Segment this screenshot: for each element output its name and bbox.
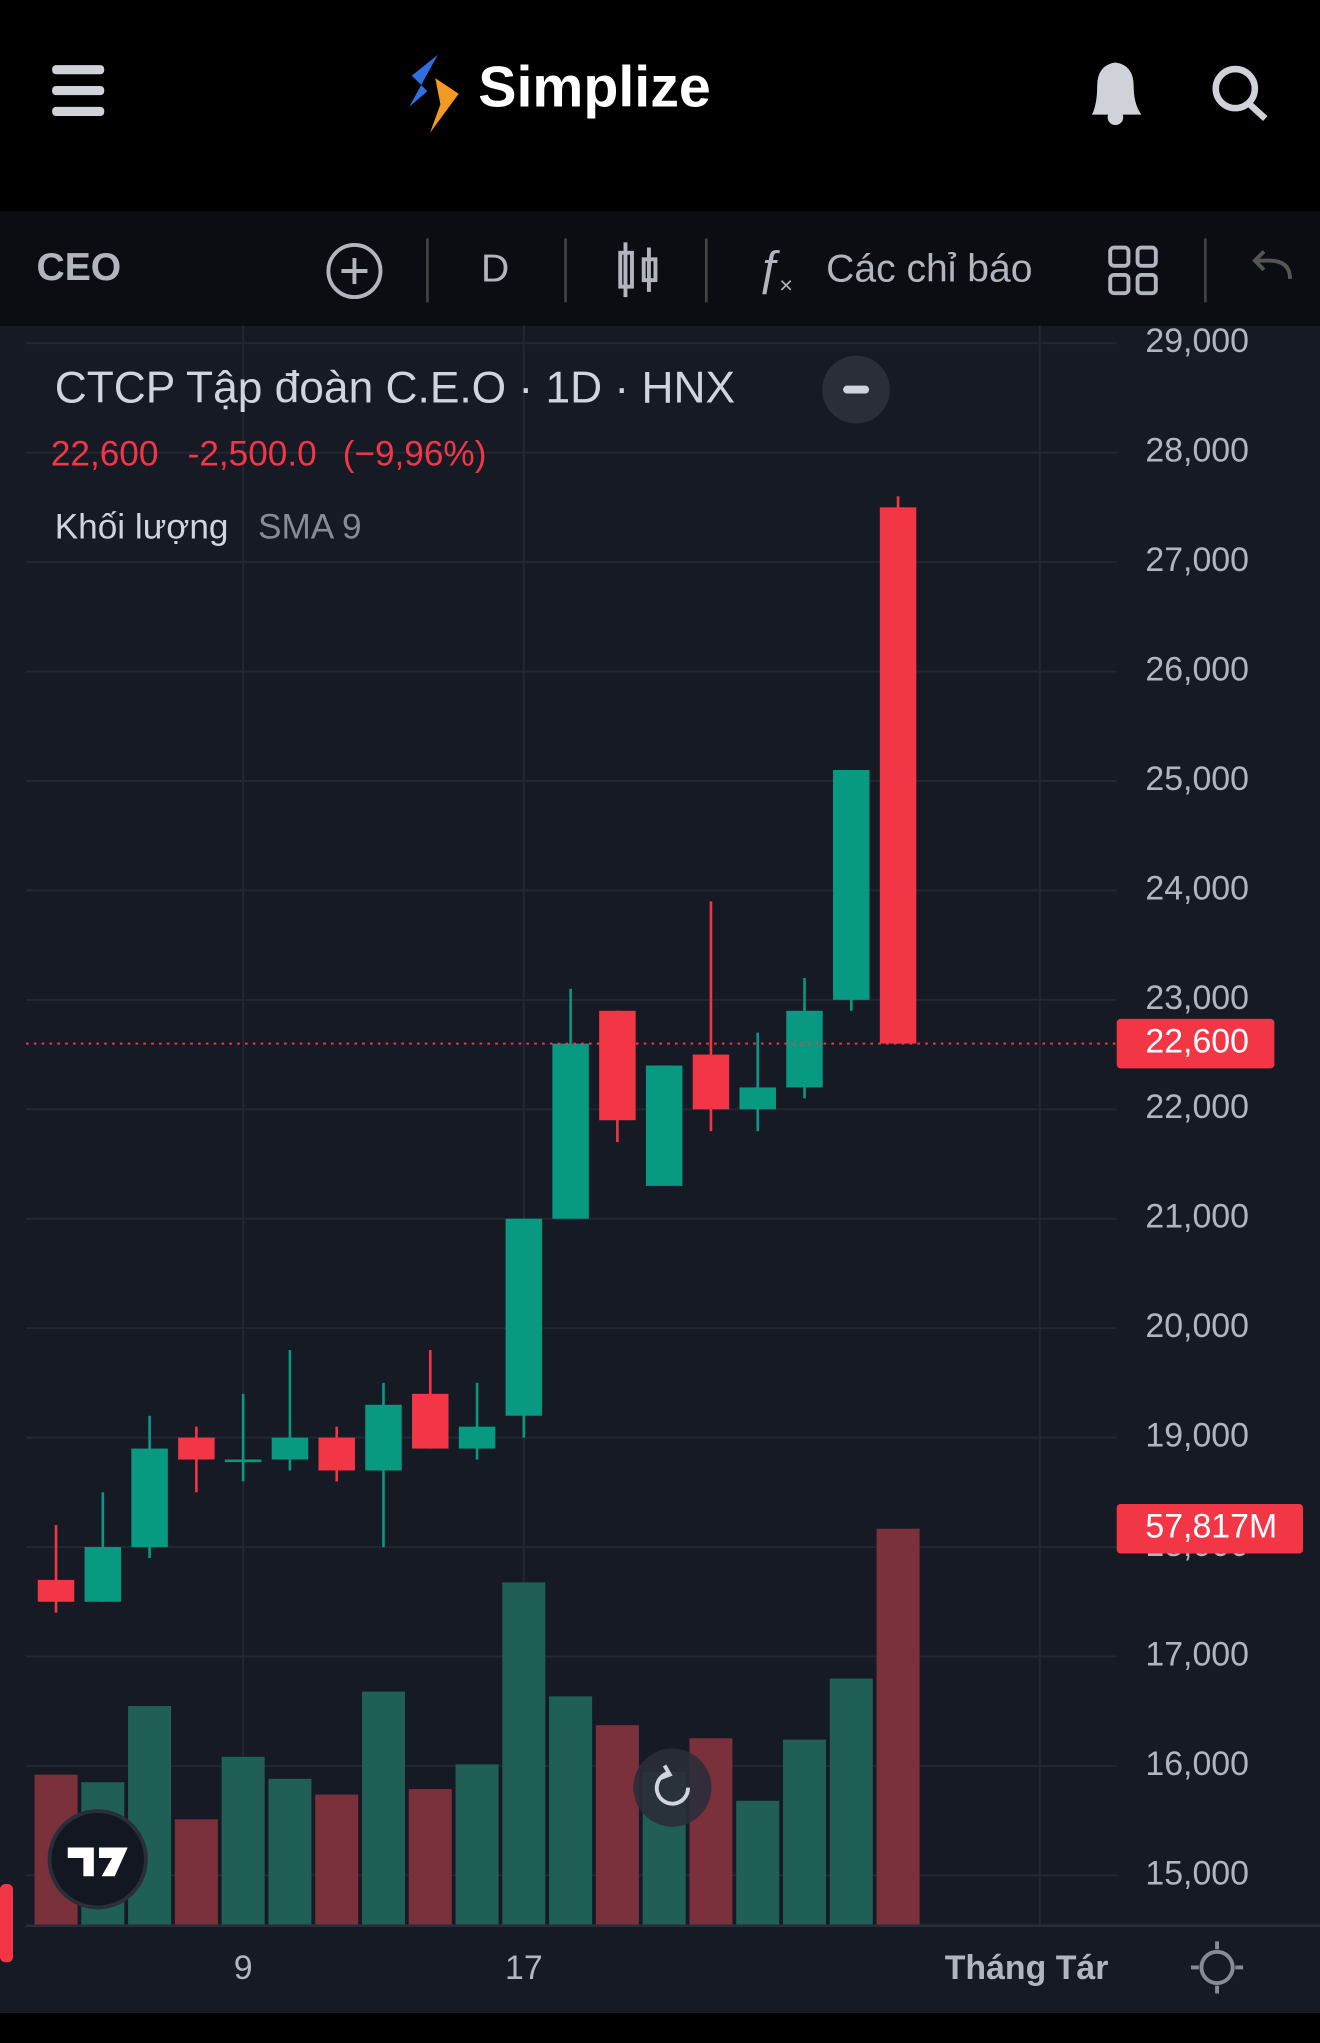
- candles: [26, 496, 1117, 1613]
- tradingview-mark: [67, 1847, 128, 1877]
- y-tick-label: 24,000: [1145, 869, 1249, 907]
- volume-bar: [829, 1678, 873, 1926]
- candle-body: [84, 1547, 122, 1602]
- candle-body: [318, 1437, 355, 1471]
- legend-sma: SMA 9: [258, 507, 362, 546]
- last-price-marker: [1116, 1018, 1275, 1069]
- tradingview-logo[interactable]: [47, 1809, 148, 1910]
- last-volume-label: 57,817M: [1145, 1508, 1277, 1546]
- volume-bar: [783, 1739, 827, 1926]
- y-tick-label: 21,000: [1145, 1198, 1249, 1236]
- y-tick-label: 20,000: [1145, 1307, 1249, 1345]
- volume-pane: [34, 1528, 920, 1926]
- volume-bar: [315, 1794, 359, 1926]
- reset-icon: [654, 1764, 690, 1806]
- layout-button[interactable]: [1108, 245, 1158, 296]
- menu-button[interactable]: [52, 65, 105, 116]
- candle-body: [879, 507, 917, 1044]
- reset-button[interactable]: [633, 1748, 712, 1827]
- fx-icon-sub: ×: [779, 272, 793, 298]
- add-button[interactable]: [326, 242, 383, 300]
- bottom-bar: [0, 2013, 1320, 2043]
- y-tick-label: 29,000: [1145, 322, 1249, 360]
- y-tick-label: 22,000: [1145, 1088, 1249, 1126]
- volume-bar: [221, 1756, 265, 1926]
- candle-body: [271, 1437, 309, 1460]
- candle-body: [365, 1404, 402, 1471]
- candle-body: [178, 1437, 215, 1460]
- side-tab[interactable]: [0, 1884, 14, 1963]
- logo-text[interactable]: Simplize: [478, 55, 711, 119]
- last-volume-marker: [1116, 1503, 1304, 1554]
- x-month-label: Tháng Tár: [945, 1949, 1109, 1987]
- candle-body: [645, 1065, 683, 1186]
- legend-title: CTCP Tập đoàn C.E.O · 1D · HNX: [55, 364, 735, 413]
- candle-body: [131, 1448, 168, 1548]
- price-axis: 29,000 28,000 27,000 26,000 25,000 24,000 23,0…: [1116, 322, 1304, 1892]
- volume-bar: [174, 1819, 218, 1926]
- notifications-button[interactable]: [1091, 62, 1142, 126]
- grid: [26, 325, 1117, 1926]
- fx-icon[interactable]: ƒ: [756, 241, 782, 294]
- candle-body: [458, 1426, 496, 1449]
- candle-body: [37, 1579, 75, 1602]
- x-tick-label: 9: [234, 1949, 253, 1987]
- candle-body: [692, 1054, 730, 1110]
- volume-bar: [595, 1725, 639, 1926]
- settings-button[interactable]: [1190, 1941, 1244, 1994]
- x-tick-label: 17: [505, 1949, 543, 1987]
- collapse-icon: [843, 385, 870, 394]
- chart-type-button[interactable]: [618, 242, 658, 298]
- y-tick-label: 17,000: [1145, 1635, 1249, 1673]
- y-tick-label: 16,000: [1145, 1745, 1249, 1783]
- volume-bar: [502, 1582, 546, 1926]
- toolbar-separators: [426, 238, 1207, 303]
- legend-change: -2,500.0: [188, 434, 317, 473]
- candle-body: [552, 1043, 589, 1219]
- undo-button[interactable]: [1252, 250, 1292, 279]
- volume-bar: [408, 1789, 452, 1926]
- candle-body: [786, 1010, 823, 1088]
- last-price-label: 22,600: [1145, 1023, 1249, 1061]
- candle-body: [412, 1393, 449, 1449]
- search-button[interactable]: [1212, 65, 1268, 121]
- volume-bar: [455, 1764, 499, 1926]
- y-tick-label: 19,000: [1145, 1417, 1249, 1455]
- candle-body: [599, 1010, 636, 1121]
- candle-body: [739, 1087, 776, 1110]
- candle-body: [224, 1459, 262, 1463]
- toolbar-bg: [0, 211, 1320, 326]
- legend-volume: Khối lượng: [55, 507, 229, 546]
- volume-bar: [876, 1528, 920, 1926]
- indicators-button[interactable]: Các chỉ báo: [826, 247, 1032, 290]
- y-tick-label: 27,000: [1145, 541, 1249, 579]
- candle-body: [833, 770, 870, 1000]
- interval[interactable]: D: [481, 247, 509, 290]
- time-axis: 9 17 Tháng Tár: [234, 1949, 1109, 1987]
- y-tick-label: 25,000: [1145, 760, 1249, 798]
- symbol[interactable]: CEO: [36, 246, 121, 289]
- volume-bar: [268, 1778, 312, 1926]
- y-tick-label: 28,000: [1145, 432, 1249, 470]
- y-tick-label: 23,000: [1145, 979, 1249, 1017]
- volume-bar: [736, 1800, 780, 1926]
- volume-bar: [361, 1691, 405, 1926]
- legend-price: 22,600: [51, 434, 159, 473]
- y-tick-label: 26,000: [1145, 650, 1249, 688]
- candle-body: [505, 1218, 543, 1416]
- y-tick-label: 15,000: [1145, 1854, 1249, 1892]
- volume-bar: [549, 1696, 593, 1926]
- legend-change-pct: (−9,96%): [343, 434, 487, 473]
